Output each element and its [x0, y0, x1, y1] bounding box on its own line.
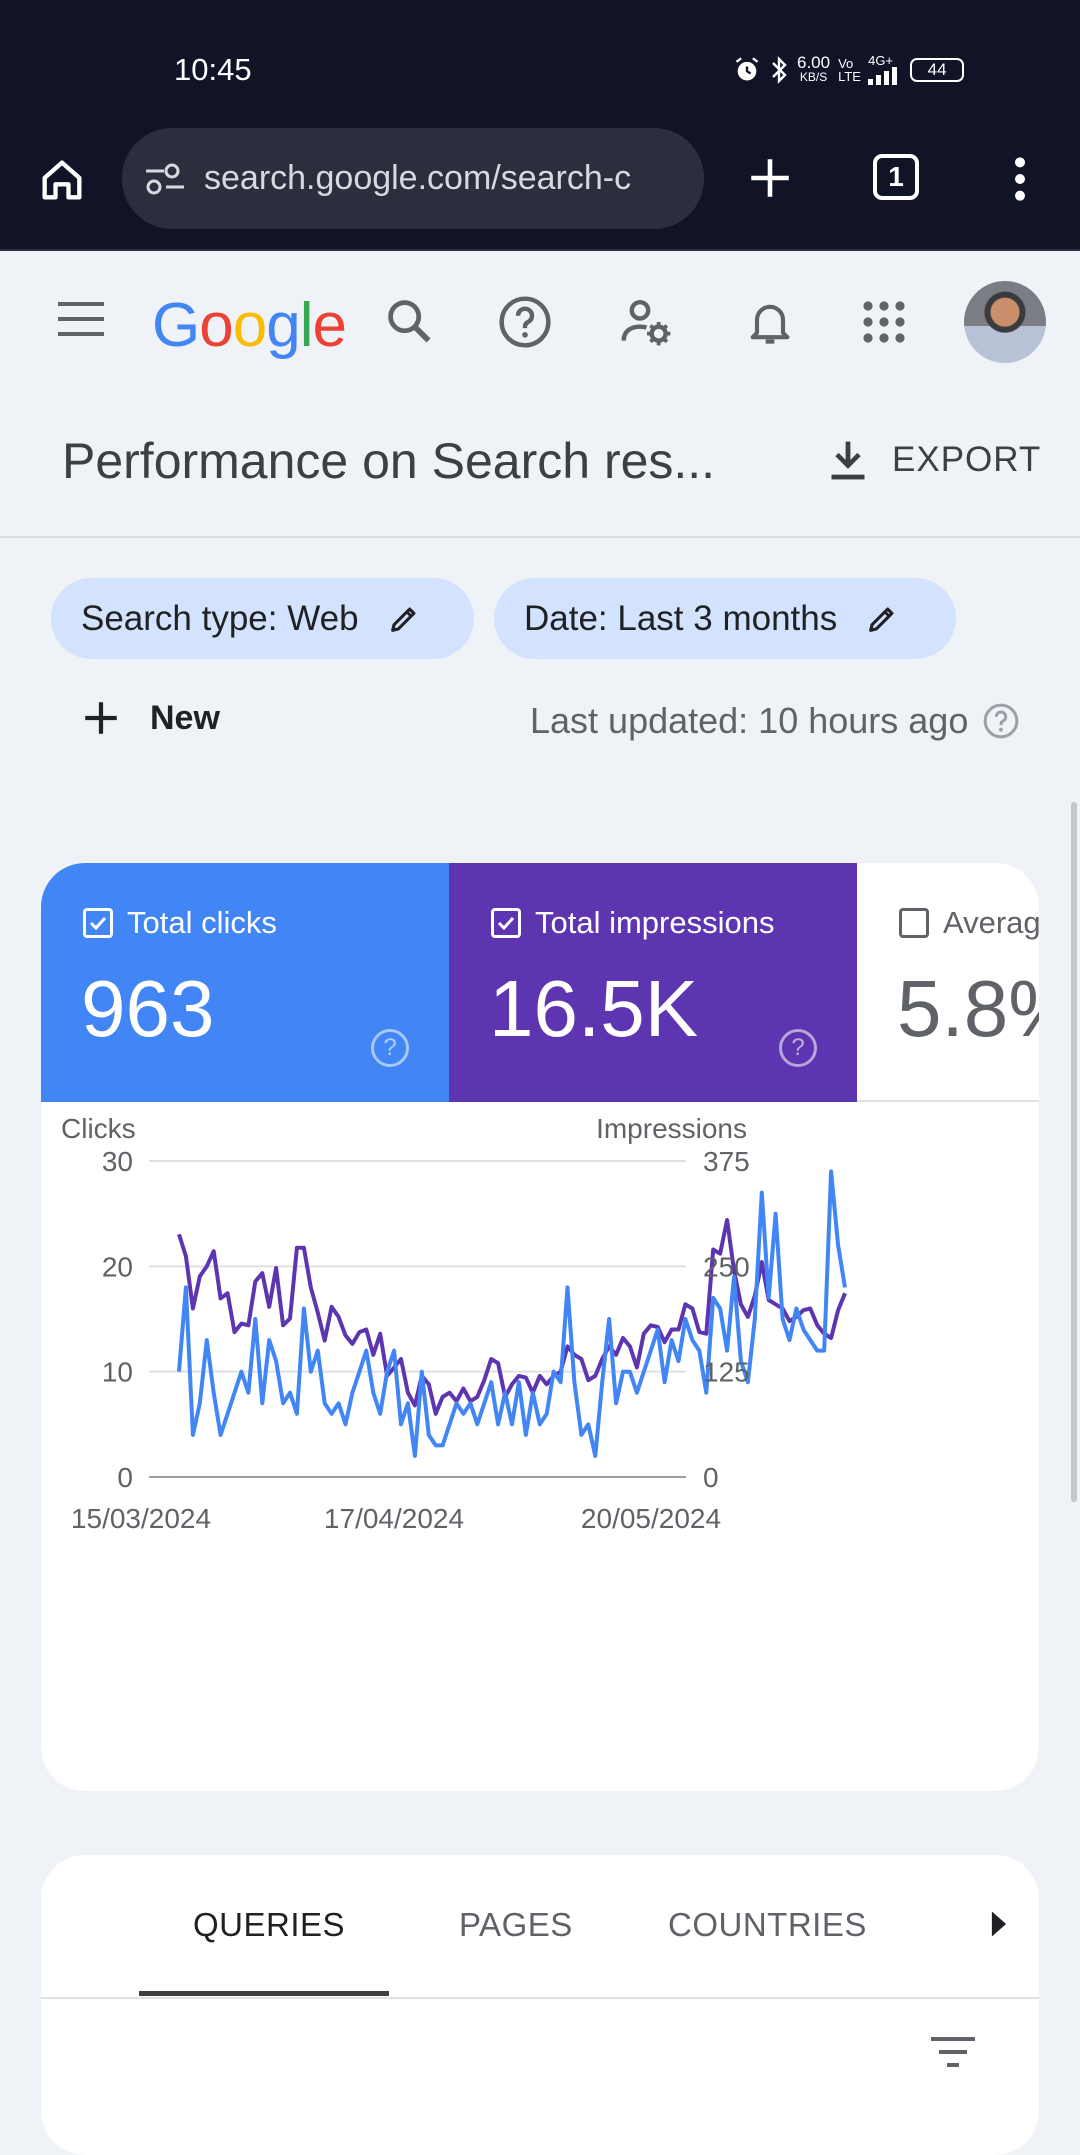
series-line-impressions[interactable]	[177, 1218, 847, 1416]
bluetooth-icon	[772, 56, 787, 84]
edit-pencil-icon[interactable]	[387, 602, 421, 636]
search-icon[interactable]	[383, 295, 435, 347]
right-tick-label: 375	[703, 1146, 750, 1177]
right-tick-label: 250	[703, 1251, 750, 1282]
help-circle-icon[interactable]: ?	[371, 1029, 409, 1067]
metric-label: Total clicks	[127, 905, 277, 940]
help-circle-icon[interactable]	[982, 702, 1020, 740]
tab-countries[interactable]: COUNTRIES	[668, 1906, 867, 1943]
performance-chart-card: Total clicks 963 ? Total impressions 16.…	[41, 863, 1039, 1791]
export-button[interactable]: EXPORT	[826, 436, 1041, 484]
page-title: Performance on Search res...	[62, 433, 716, 489]
tab-count: 1	[888, 161, 904, 192]
address-bar[interactable]: search.google.com/search-c	[122, 128, 704, 229]
x-tick-label: 20/05/2024	[581, 1503, 721, 1534]
filter-rows-icon[interactable]	[929, 2035, 977, 2071]
left-tick-label: 10	[102, 1357, 133, 1388]
active-tab-indicator	[139, 1991, 389, 1996]
more-options-icon[interactable]	[1003, 154, 1037, 204]
help-icon[interactable]	[497, 294, 553, 350]
tabs-divider	[41, 1997, 1039, 1999]
left-axis-title: Clicks	[61, 1113, 136, 1144]
url-text[interactable]: search.google.com/search-c	[204, 159, 632, 197]
left-tick-label: 20	[102, 1251, 133, 1282]
account-avatar[interactable]	[964, 281, 1046, 363]
edit-pencil-icon[interactable]	[865, 602, 899, 636]
tab-queries[interactable]: QUERIES	[193, 1906, 346, 1943]
menu-icon[interactable]	[56, 298, 106, 340]
new-tab-icon[interactable]	[745, 153, 795, 203]
date-range-label: Date: Last 3 months	[524, 598, 838, 638]
metric-label: Total impressions	[535, 905, 775, 940]
new-filter-button[interactable]: New	[80, 697, 220, 739]
checkbox-checked-icon[interactable]	[491, 908, 521, 938]
site-settings-icon[interactable]	[144, 161, 186, 197]
last-updated-text: Last updated: 10 hours ago	[530, 700, 969, 741]
metric-average-ctr[interactable]: Averag 5.8%	[857, 863, 1039, 1102]
status-time: 10:45	[174, 52, 252, 87]
metric-total-clicks[interactable]: Total clicks 963 ?	[41, 863, 449, 1102]
google-logo[interactable]: Google	[152, 291, 347, 360]
export-label: EXPORT	[892, 440, 1042, 479]
home-icon[interactable]	[36, 154, 88, 206]
x-tick-label: 15/03/2024	[71, 1503, 211, 1534]
metric-value: 5.8%	[897, 964, 1039, 1053]
net-speed: 6.00	[797, 53, 831, 72]
date-range-chip[interactable]: Date: Last 3 months	[494, 578, 956, 659]
plus-icon	[85, 702, 117, 734]
metric-value: 16.5K	[489, 964, 699, 1053]
battery-icon: 44	[910, 58, 965, 82]
volte-label: Vo LTE	[838, 56, 861, 84]
battery-level: 44	[927, 60, 947, 79]
alarm-icon	[735, 57, 759, 81]
left-tick-label: 0	[117, 1462, 133, 1493]
right-tick-label: 125	[703, 1357, 750, 1388]
right-axis-title: Impressions	[596, 1113, 747, 1144]
metric-value: 963	[81, 964, 215, 1053]
tabs-scroll-right-icon[interactable]	[988, 1908, 1010, 1940]
search-type-label: Search type: Web	[81, 598, 359, 638]
left-tick-label: 30	[102, 1146, 133, 1177]
last-updated: Last updated: 10 hours ago	[530, 700, 1020, 742]
tab-switcher-button[interactable]: 1	[873, 154, 919, 200]
help-circle-icon[interactable]: ?	[779, 1029, 817, 1067]
search-type-chip[interactable]: Search type: Web	[51, 578, 474, 659]
checkbox-unchecked-icon[interactable]	[899, 908, 929, 938]
right-tick-label: 0	[703, 1462, 719, 1493]
download-icon	[831, 441, 865, 480]
signal-icon	[868, 67, 898, 85]
dimension-tabs-card	[41, 1855, 1039, 2155]
net-unit: KB/S	[799, 70, 828, 84]
x-tick-label: 17/04/2024	[324, 1503, 464, 1534]
checkbox-checked-icon[interactable]	[83, 908, 113, 938]
metric-label: Averag	[943, 905, 1039, 940]
status-bar	[0, 0, 1080, 120]
page-scrollbar[interactable]	[1071, 802, 1077, 1502]
tab-pages[interactable]: PAGES	[459, 1906, 573, 1943]
notifications-icon[interactable]	[744, 294, 796, 350]
new-filter-label: New	[150, 698, 220, 737]
status-icons: 6.00 KB/S Vo LTE 4G+ 44	[733, 53, 965, 85]
metric-total-impressions[interactable]: Total impressions 16.5K ?	[449, 863, 857, 1102]
manage-users-icon[interactable]	[619, 294, 675, 350]
series-line-clicks[interactable]	[177, 1169, 847, 1458]
performance-line-chart: Clicks Impressions 30 375 20 250 10 125 0 0 15/03/…	[61, 1113, 847, 1534]
header-divider	[0, 536, 1080, 538]
signal-label: 4G+	[868, 53, 894, 68]
apps-grid-icon[interactable]	[860, 298, 908, 346]
